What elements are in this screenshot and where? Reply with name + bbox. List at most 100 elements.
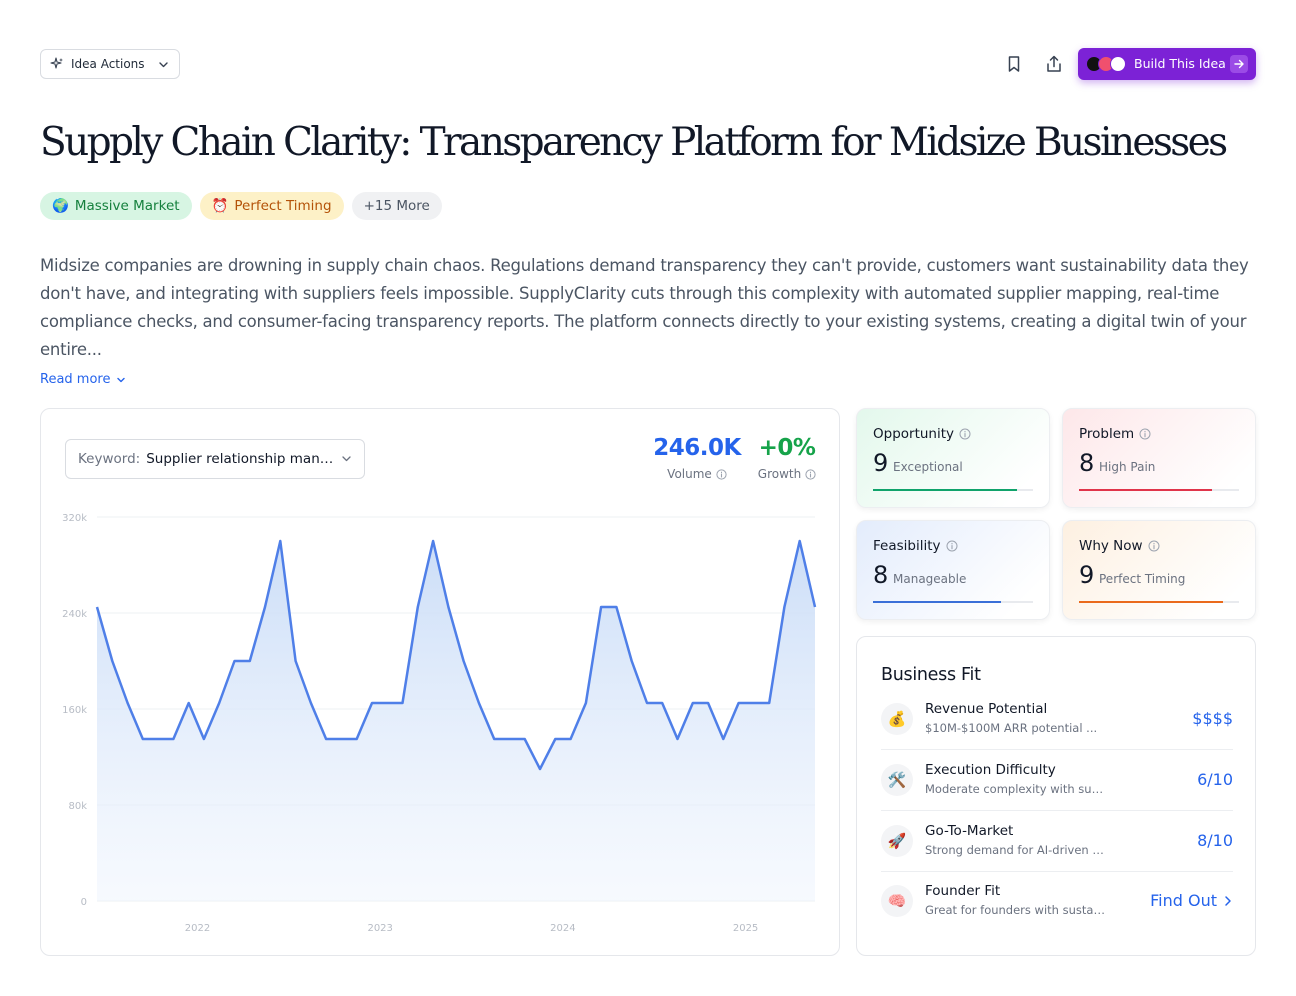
score-bar-track xyxy=(1079,601,1239,603)
info-icon[interactable] xyxy=(959,428,971,440)
feasibility-score-card[interactable]: Feasibility 8 Manageable xyxy=(856,520,1050,620)
score-bar-track xyxy=(873,601,1033,603)
tag-chip-label: Perfect Timing xyxy=(234,198,332,214)
score-bar-track xyxy=(873,489,1033,491)
brain-icon: 🧠 xyxy=(881,885,913,917)
keyword-select[interactable]: Keyword: Supplier relationship managemen… xyxy=(65,439,365,479)
series-area xyxy=(97,541,815,901)
y-tick-label: 80k xyxy=(68,801,87,812)
info-icon[interactable] xyxy=(946,540,958,552)
x-tick-label: 2025 xyxy=(733,923,758,934)
y-tick-label: 160k xyxy=(62,705,87,716)
y-tick-label: 240k xyxy=(62,609,87,620)
score-title: Opportunity xyxy=(873,426,955,442)
keyword-trend-card: Keyword: Supplier relationship managemen… xyxy=(40,408,840,956)
tag-chips: 🌍 Massive Market ⏰ Perfect Timing +15 Mo… xyxy=(40,192,442,220)
x-tick-label: 2023 xyxy=(367,923,392,934)
fit-row-subtitle: $10M-$100M ARR potential ... xyxy=(925,721,1098,735)
read-more-label: Read more xyxy=(40,372,111,387)
chevron-down-icon xyxy=(342,456,351,462)
search-volume-chart: 320k 240k 160k 80k 0 2022 2023 2024 2025 xyxy=(62,513,817,934)
build-this-idea-label: Build This Idea xyxy=(1134,56,1226,71)
fit-row-subtitle: Strong demand for AI-driven tr... xyxy=(925,843,1105,857)
find-out-link[interactable]: Find Out xyxy=(1150,891,1233,910)
growth-label: Growth xyxy=(757,467,802,481)
y-tick-label: 320k xyxy=(62,513,87,524)
build-this-idea-button[interactable]: Build This Idea xyxy=(1078,48,1256,80)
money-bag-icon: 💰 xyxy=(881,703,913,735)
score-value: 9 xyxy=(1079,561,1095,589)
score-bar-fill xyxy=(1079,489,1212,491)
score-title: Problem xyxy=(1079,426,1135,442)
growth-value: +0% xyxy=(758,435,816,461)
fit-row-name: Revenue Potential xyxy=(925,701,1048,717)
globe-icon: 🌍 xyxy=(52,198,69,214)
series-line xyxy=(95,539,817,771)
volume-label-row: Volume xyxy=(653,467,741,481)
keyword-label: Keyword: xyxy=(78,451,141,467)
x-tick-label: 2022 xyxy=(185,923,210,934)
x-tick-label: 2024 xyxy=(550,923,575,934)
chevron-down-icon xyxy=(117,377,126,382)
chevron-down-icon xyxy=(158,62,168,68)
score-title-row: Problem xyxy=(1079,426,1151,442)
arrow-right-icon xyxy=(1230,55,1248,73)
bookmark-icon[interactable] xyxy=(1004,54,1024,74)
execution-rating: 6/10 xyxy=(1197,770,1233,789)
growth-label-row: Growth xyxy=(753,467,821,481)
tag-chip-label: +15 More xyxy=(363,198,430,214)
tag-chip-massive-market[interactable]: 🌍 Massive Market xyxy=(40,192,192,220)
top-bar: Idea Actions Build This Idea xyxy=(40,48,1256,80)
tag-chip-perfect-timing[interactable]: ⏰ Perfect Timing xyxy=(199,192,344,220)
keyword-value: Supplier relationship management softwar… xyxy=(146,451,338,467)
volume-metric: 246.0K Volume xyxy=(653,435,741,481)
score-subtitle: Exceptional xyxy=(893,460,963,474)
share-icon[interactable] xyxy=(1044,54,1064,74)
opportunity-score-card[interactable]: Opportunity 9 Exceptional xyxy=(856,408,1050,508)
idea-description: Midsize companies are drowning in supply… xyxy=(40,256,1249,359)
y-tick-label: 0 xyxy=(81,897,87,908)
info-icon[interactable] xyxy=(805,468,816,480)
info-icon[interactable] xyxy=(716,468,727,480)
problem-score-card[interactable]: Problem 8 High Pain xyxy=(1062,408,1256,508)
volume-value: 246.0K xyxy=(653,435,741,461)
more-tags-chip[interactable]: +15 More xyxy=(351,192,442,220)
idea-actions-label: Idea Actions xyxy=(71,57,145,71)
score-bar-fill xyxy=(873,489,1017,491)
idea-actions-button[interactable]: Idea Actions xyxy=(40,49,180,79)
tag-chip-label: Massive Market xyxy=(74,198,180,214)
fit-row-name: Go-To-Market xyxy=(925,823,1014,839)
tools-icon: 🛠️ xyxy=(881,764,913,796)
score-value: 8 xyxy=(1079,449,1095,477)
score-bar-fill xyxy=(873,601,1001,603)
info-icon[interactable] xyxy=(1139,428,1151,440)
fit-row-value: 6/10 xyxy=(1197,770,1233,789)
volume-label: Volume xyxy=(667,467,712,481)
fit-row-subtitle: Moderate complexity with sust... xyxy=(925,782,1105,796)
score-title-row: Feasibility xyxy=(873,538,958,554)
score-bar-fill xyxy=(1079,601,1223,603)
growth-metric: +0% Growth xyxy=(753,435,821,481)
fit-row-name: Founder Fit xyxy=(925,883,1001,899)
score-title: Feasibility xyxy=(873,538,941,554)
score-bar-track xyxy=(1079,489,1239,491)
go-to-market-rating: 8/10 xyxy=(1197,831,1233,850)
fit-row-name: Execution Difficulty xyxy=(925,762,1056,778)
alarm-clock-icon: ⏰ xyxy=(211,198,229,214)
read-more-link[interactable]: Read more xyxy=(40,372,126,387)
founder-fit-row[interactable]: 🧠 Founder Fit Great for founders with su… xyxy=(881,871,1233,932)
find-out-label: Find Out xyxy=(1150,891,1217,910)
score-subtitle: High Pain xyxy=(1099,460,1156,474)
sparkle-icon xyxy=(50,57,63,69)
chevron-right-icon xyxy=(1225,895,1231,906)
score-value: 8 xyxy=(873,561,889,589)
info-icon[interactable] xyxy=(1148,540,1160,552)
fit-row-value: 8/10 xyxy=(1197,831,1233,850)
why-now-score-card[interactable]: Why Now 9 Perfect Timing xyxy=(1062,520,1256,620)
revenue-rating: $$$$ xyxy=(1192,709,1233,728)
revenue-potential-row[interactable]: 💰 Revenue Potential $10M-$100M ARR poten… xyxy=(881,689,1233,750)
score-title: Why Now xyxy=(1079,538,1143,554)
score-title-row: Opportunity xyxy=(873,426,971,442)
execution-difficulty-row[interactable]: 🛠️ Execution Difficulty Moderate complex… xyxy=(881,750,1233,811)
go-to-market-row[interactable]: 🚀 Go-To-Market Strong demand for AI-driv… xyxy=(881,811,1233,872)
